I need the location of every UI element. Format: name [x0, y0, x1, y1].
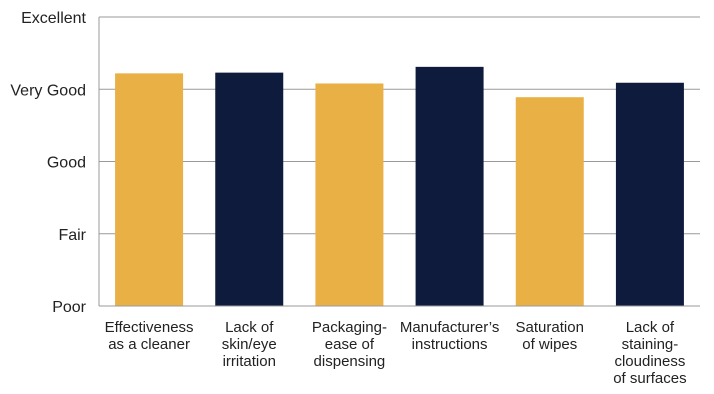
x-category-label-line: Lack of [225, 319, 274, 336]
x-category-label-line: as a cleaner [108, 336, 190, 353]
y-tick-label: Excellent [21, 10, 86, 27]
y-tick-label: Good [47, 155, 86, 172]
x-category-label-line: Packaging- [312, 319, 387, 336]
bar [215, 72, 284, 306]
bar [315, 83, 384, 306]
x-category-label-line: skin/eye [222, 336, 277, 353]
x-category-label-line: Saturation [516, 319, 584, 336]
x-category-label-line: staining- [622, 336, 679, 353]
bar [415, 66, 484, 306]
bars [115, 66, 684, 306]
y-tick-label: Fair [58, 227, 86, 244]
x-category-label: Packaging-ease of dispensing [312, 319, 387, 370]
grid-lines [99, 16, 700, 235]
x-category-label-line: Manufacturer’s [400, 319, 500, 336]
bar [515, 97, 584, 306]
y-tick-label: Very Good [10, 82, 86, 99]
y-axis-tick-labels: Poor Fair Good Very Good Excellent [10, 10, 86, 316]
x-category-label-line: cloudiness [614, 353, 685, 370]
x-category-label-line: irritation [223, 353, 276, 370]
bar [115, 73, 184, 306]
x-category-label-line: of surfaces [613, 370, 686, 387]
x-category-label-line: instructions [412, 336, 488, 353]
x-category-label: Lack of skin/eye irritation [222, 319, 277, 370]
x-category-label: Saturation of wipes [516, 319, 584, 353]
x-category-label-line: dispensing [314, 353, 386, 370]
x-category-label-line: ease of [325, 336, 375, 353]
x-category-label-line: of wipes [522, 336, 577, 353]
bar [615, 82, 684, 306]
axes [98, 17, 700, 307]
y-tick-label: Poor [52, 299, 86, 316]
x-category-label: Manufacturer’s instructions [400, 319, 500, 353]
x-category-label: Lack of staining-cloudiness of surfaces [613, 319, 686, 387]
x-category-label-line: Lack of [626, 319, 675, 336]
x-category-label-line: Effectiveness [105, 319, 194, 336]
x-category-label: Effectiveness as a cleaner [105, 319, 194, 353]
